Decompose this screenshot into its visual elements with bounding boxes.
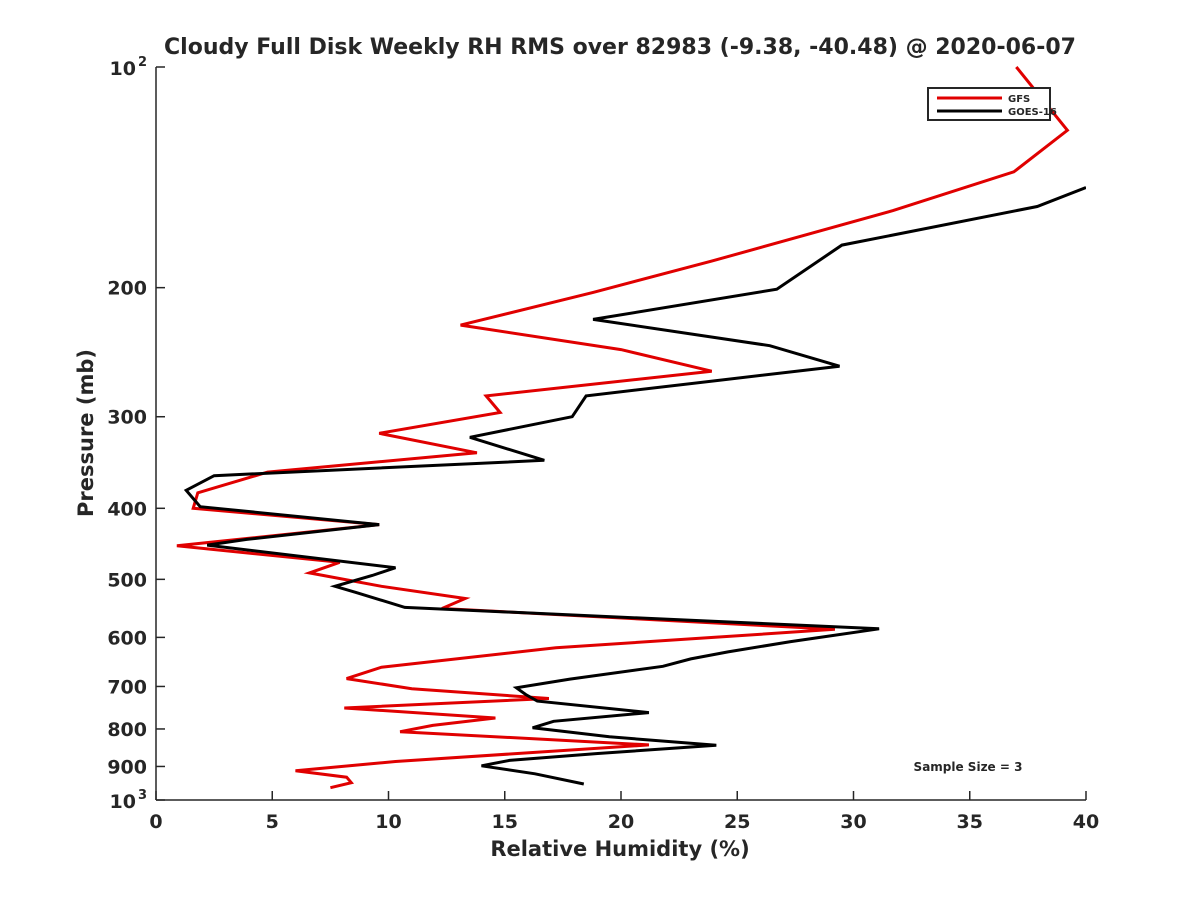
x-tick-label: 35 <box>957 811 983 833</box>
series-layer <box>176 66 1086 790</box>
chart-title: Cloudy Full Disk Weekly RH RMS over 8298… <box>164 35 1076 60</box>
sample-size-annotation: Sample Size = 3 <box>914 760 1023 774</box>
legend-label-goes-16: GOES-16 <box>1008 107 1057 118</box>
legend-box <box>927 87 1051 121</box>
series-line-goes-16 <box>183 186 1086 786</box>
y-axis-label: Pressure (mb) <box>74 349 98 517</box>
x-tick-label: 30 <box>840 811 866 833</box>
y-tick-label: 600 <box>107 627 147 649</box>
series-line-gfs <box>176 66 1070 790</box>
x-tick-label: 25 <box>724 811 750 833</box>
x-axis-label: Relative Humidity (%) <box>490 837 749 861</box>
y-tick-label: 10 <box>110 58 136 80</box>
x-tick-label: 10 <box>375 811 401 833</box>
y-tick-label: 10 <box>110 791 136 813</box>
x-tick-label: 0 <box>149 811 162 833</box>
y-tick-label: 300 <box>107 407 147 429</box>
y-tick-label: 400 <box>107 498 147 520</box>
y-tick-exponent: 3 <box>138 788 147 803</box>
y-tick-label: 200 <box>107 278 147 300</box>
x-tick-label: 5 <box>266 811 279 833</box>
y-tick-label: 800 <box>107 719 147 741</box>
y-tick-exponent: 2 <box>138 55 147 70</box>
y-tick-label: 500 <box>107 569 147 591</box>
x-tick-label: 20 <box>608 811 634 833</box>
y-tick-label: 900 <box>107 756 147 778</box>
x-tick-label: 15 <box>492 811 518 833</box>
y-tick-label: 700 <box>107 676 147 698</box>
legend-label-gfs: GFS <box>1008 94 1030 105</box>
x-tick-label: 40 <box>1073 811 1099 833</box>
legend: GFS GOES-16 <box>927 87 1057 121</box>
